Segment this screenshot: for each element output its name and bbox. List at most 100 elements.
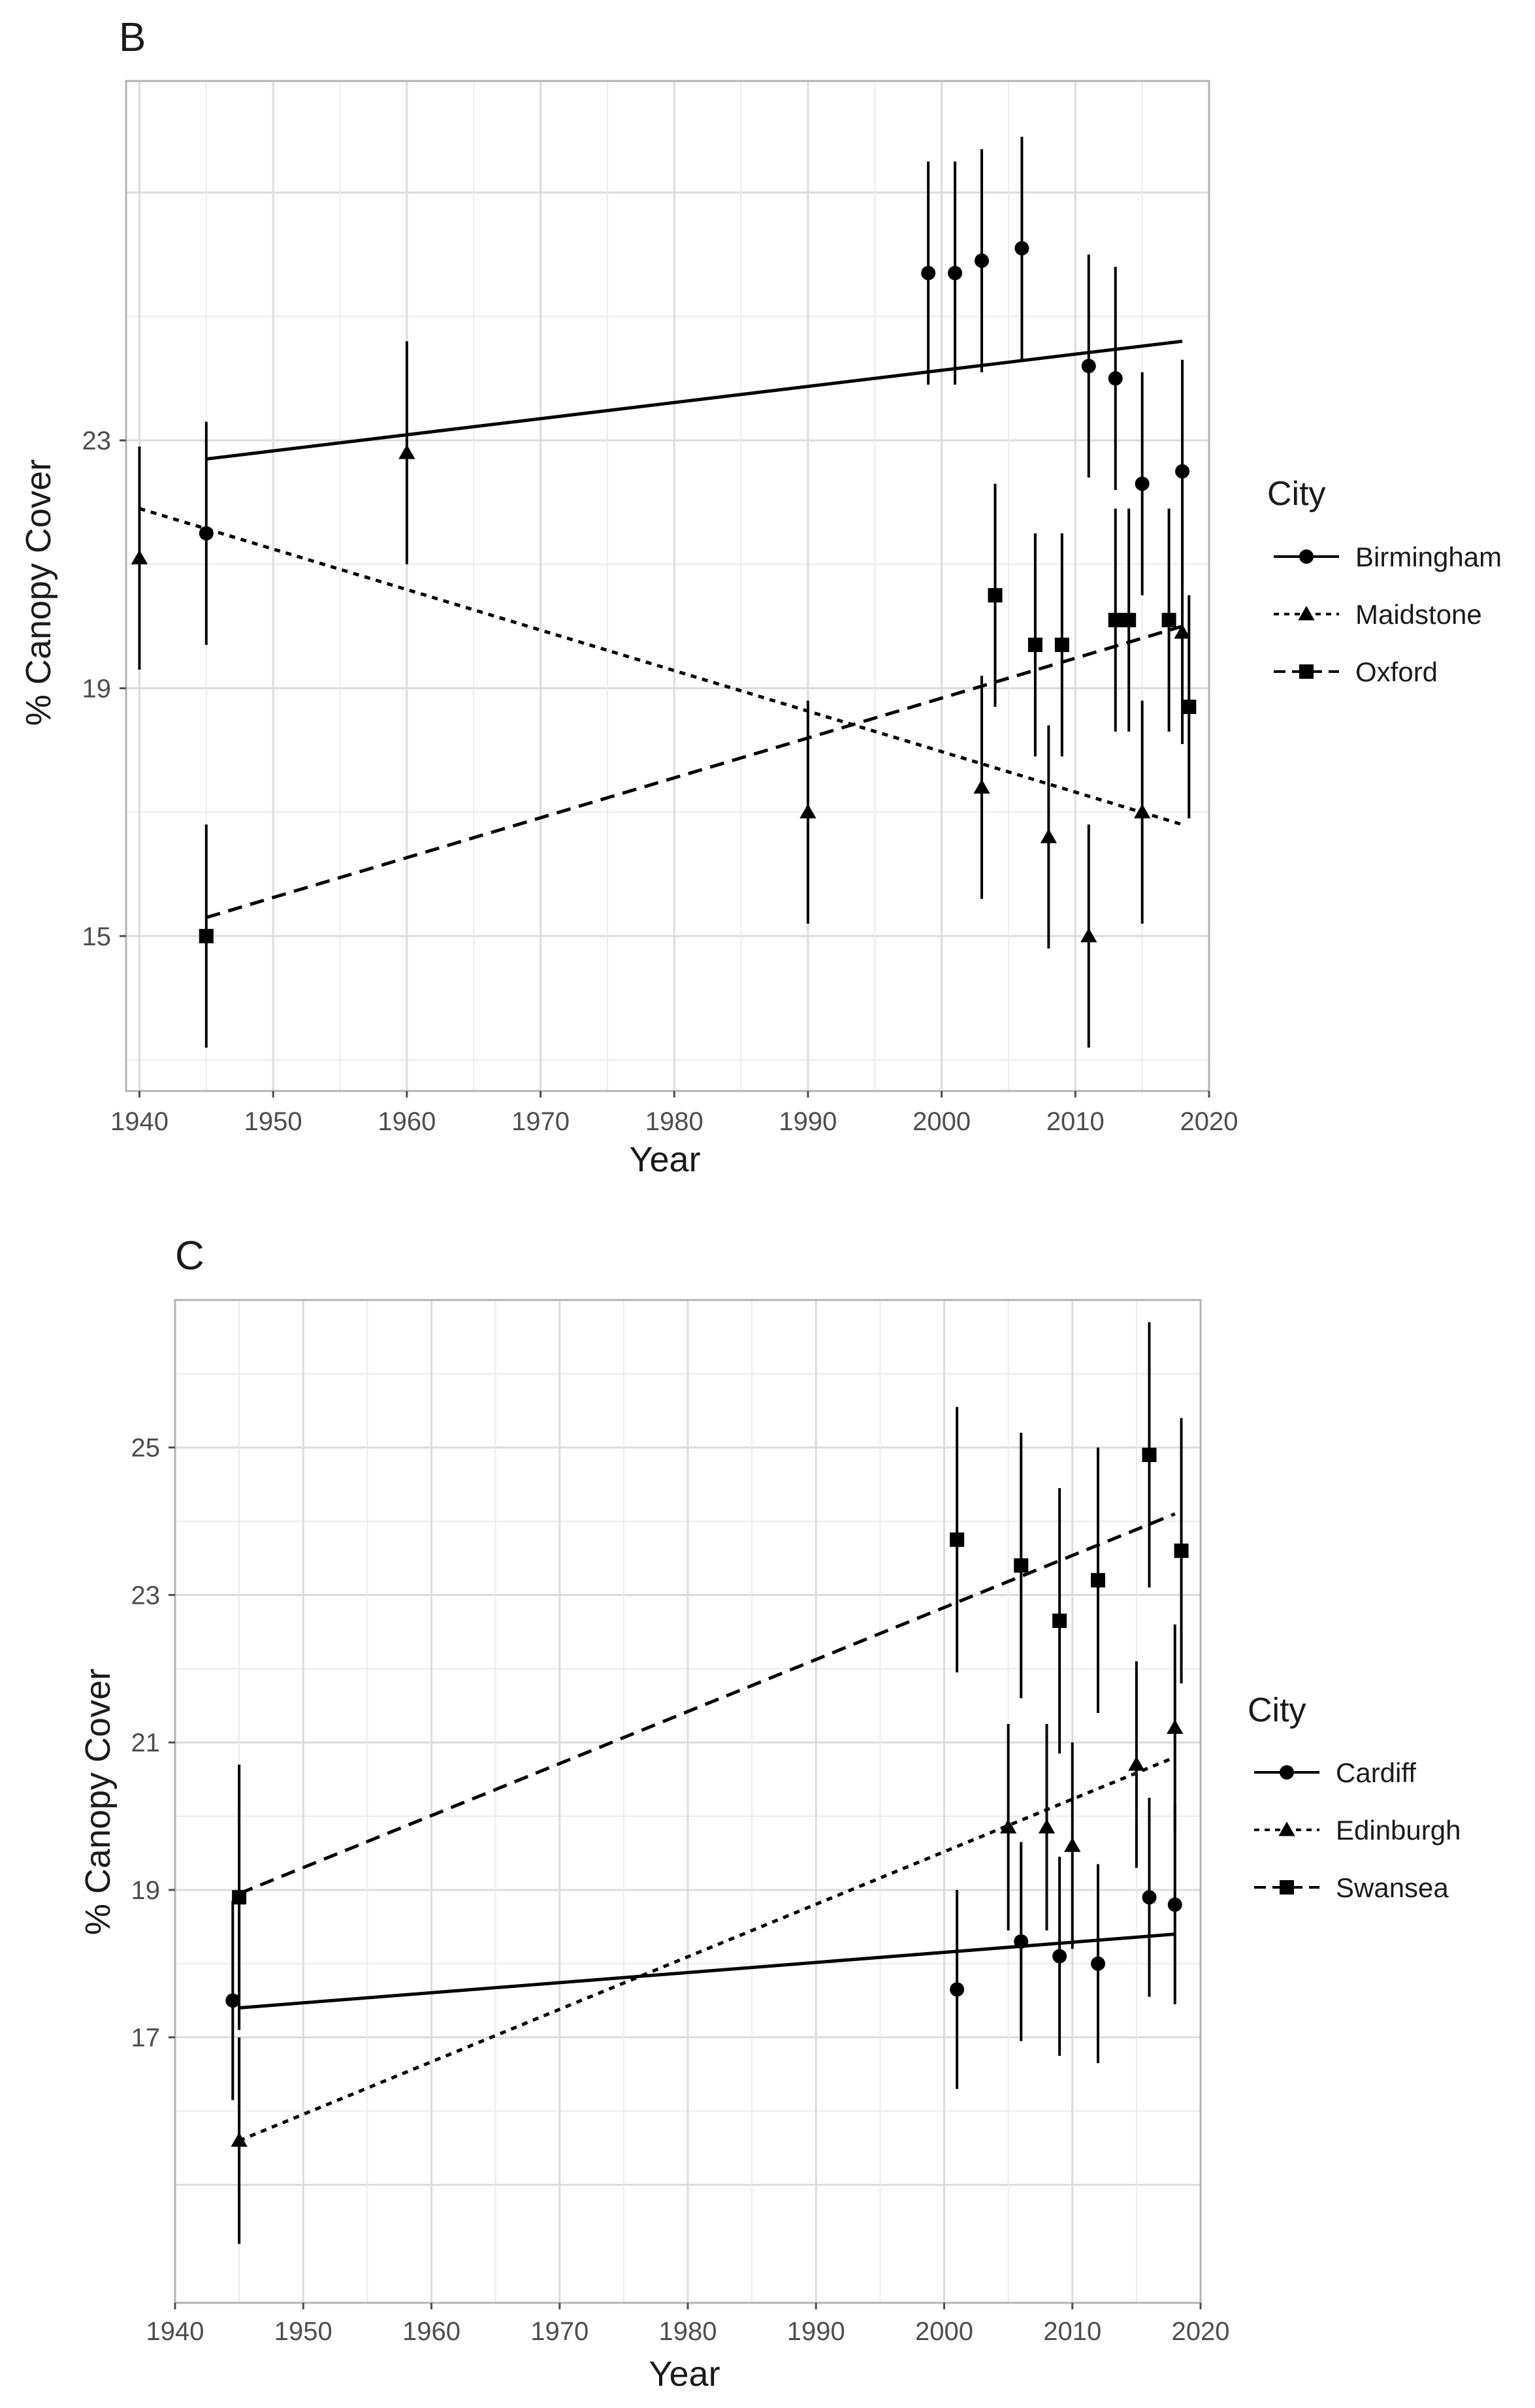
x-tick-label: 2000: [915, 2317, 973, 2346]
x-tick-label: 1940: [110, 1107, 169, 1136]
x-tick-label: 1980: [645, 1107, 703, 1136]
x-tick-label: 2000: [913, 1107, 971, 1136]
point-edinburgh: [1167, 1624, 1184, 1831]
trend-line-maidstone: [138, 507, 1183, 826]
point-maidstone: [131, 446, 148, 670]
circle-marker: [950, 1982, 965, 1997]
square-marker: [199, 928, 214, 943]
legend-title: City: [1267, 475, 1326, 513]
legend-triangle-marker: [1278, 1821, 1295, 1836]
point-maidstone: [973, 675, 990, 899]
x-axis-label: Year: [649, 2354, 720, 2394]
triangle-marker: [1128, 1756, 1145, 1771]
legend-title: City: [1248, 1691, 1306, 1729]
legend-item-swansea: Swansea: [1254, 1872, 1449, 1903]
panel-label: C: [175, 1233, 204, 1278]
square-marker: [1091, 1572, 1105, 1587]
triangle-marker: [1134, 804, 1151, 819]
plot-area: [126, 81, 1209, 1091]
point-edinburgh: [1038, 1723, 1056, 1931]
y-axis-label: % Canopy Cover: [19, 459, 58, 726]
triangle-marker: [999, 1819, 1017, 1834]
legend-item-cardiff: Cardiff: [1254, 1757, 1416, 1788]
square-marker: [1014, 1558, 1029, 1573]
triangle-marker: [1038, 1819, 1056, 1834]
point-birmingham: [1135, 372, 1150, 596]
x-tick-labels: 1940 1950 1960 1970 1980 1990 2000 2010 2020: [146, 2303, 1230, 2346]
y-tick-labels: 17 19 21 23 25: [131, 1434, 175, 2053]
point-swansea: [1014, 1433, 1029, 1699]
x-tick-label: 2020: [1172, 2317, 1230, 2346]
square-marker: [1052, 1613, 1067, 1628]
square-marker: [1161, 613, 1176, 628]
circle-marker: [225, 1993, 240, 2008]
triangle-marker: [1064, 1837, 1081, 1852]
point-birmingham: [199, 421, 214, 645]
point-maidstone: [398, 341, 415, 564]
x-axis-label: Year: [629, 1140, 700, 1179]
legend-item-oxford: Oxford: [1274, 657, 1438, 687]
point-swansea: [232, 1765, 247, 2030]
point-cardiff: [1142, 1797, 1157, 1997]
y-tick-label: 19: [131, 1876, 161, 1905]
trend-line-swansea: [238, 1512, 1176, 1895]
legend-circle-marker: [1280, 1765, 1294, 1780]
legend-item-birmingham: Birmingham: [1274, 542, 1502, 572]
circle-marker: [1108, 371, 1123, 386]
x-tick-label: 1980: [659, 2317, 717, 2346]
y-tick-label: 25: [131, 1434, 161, 1463]
square-marker: [1108, 613, 1123, 628]
y-axis-label: % Canopy Cover: [78, 1668, 118, 1935]
circle-marker: [1167, 1897, 1182, 1912]
legend-items: Cardiff Edinburgh Swansea: [1254, 1757, 1461, 1903]
legend-items: Birmingham Maidstone Oxford: [1274, 542, 1502, 687]
square-marker: [1182, 699, 1197, 714]
circle-marker: [948, 266, 963, 281]
triangle-marker: [1080, 928, 1097, 943]
x-tick-label: 1990: [787, 2317, 845, 2346]
point-swansea: [1052, 1488, 1067, 1754]
point-birmingham: [1014, 137, 1029, 360]
y-tick-label: 21: [131, 1729, 161, 1757]
x-tick-label: 1990: [779, 1107, 837, 1136]
circle-marker: [1014, 241, 1029, 256]
y-tick-label: 23: [82, 427, 112, 455]
point-edinburgh: [999, 1723, 1017, 1931]
legend-label: Oxford: [1355, 657, 1438, 687]
circle-marker: [1081, 359, 1096, 374]
x-tick-label: 1950: [274, 2317, 332, 2346]
point-cardiff: [1014, 1842, 1029, 2042]
point-oxford: [1122, 508, 1137, 732]
point-birmingham: [948, 161, 963, 385]
point-birmingham: [1108, 267, 1123, 490]
x-tick-label: 1970: [530, 2317, 589, 2346]
panel-c: C 1940 1950 1960 1970 1980 1990 2000 2010 2020 1…: [78, 1233, 1461, 2394]
square-marker: [1174, 1543, 1189, 1558]
point-cardiff: [1052, 1857, 1067, 2056]
triangle-marker: [1167, 1719, 1184, 1734]
circle-marker: [1091, 1956, 1105, 1971]
square-marker: [232, 1890, 247, 1905]
point-swansea: [1174, 1418, 1189, 1684]
triangle-marker: [398, 444, 415, 459]
point-cardiff: [1091, 1864, 1105, 2064]
circle-marker: [921, 266, 936, 281]
trend-line-birmingham: [206, 339, 1183, 461]
circle-marker: [199, 526, 214, 541]
legend-square-marker: [1299, 664, 1314, 679]
x-tick-label: 2020: [1180, 1107, 1238, 1136]
point-cardiff: [950, 1889, 965, 2089]
point-oxford: [1182, 595, 1197, 819]
point-oxford: [1108, 508, 1123, 732]
point-maidstone: [1080, 824, 1097, 1048]
point-cardiff: [225, 1900, 240, 2100]
legend: City Cardiff Edinburgh Swansea: [1248, 1691, 1461, 1903]
trend-lines: [138, 339, 1183, 919]
point-swansea: [950, 1407, 965, 1672]
panel-b: B 1940 1950 1960 1970 1980 1990 2000 2010 2020 1…: [19, 15, 1502, 1179]
point-maidstone: [1134, 700, 1151, 924]
y-tick-label: 23: [131, 1581, 161, 1610]
legend-label: Maidstone: [1355, 599, 1482, 630]
triangle-marker: [131, 549, 148, 564]
